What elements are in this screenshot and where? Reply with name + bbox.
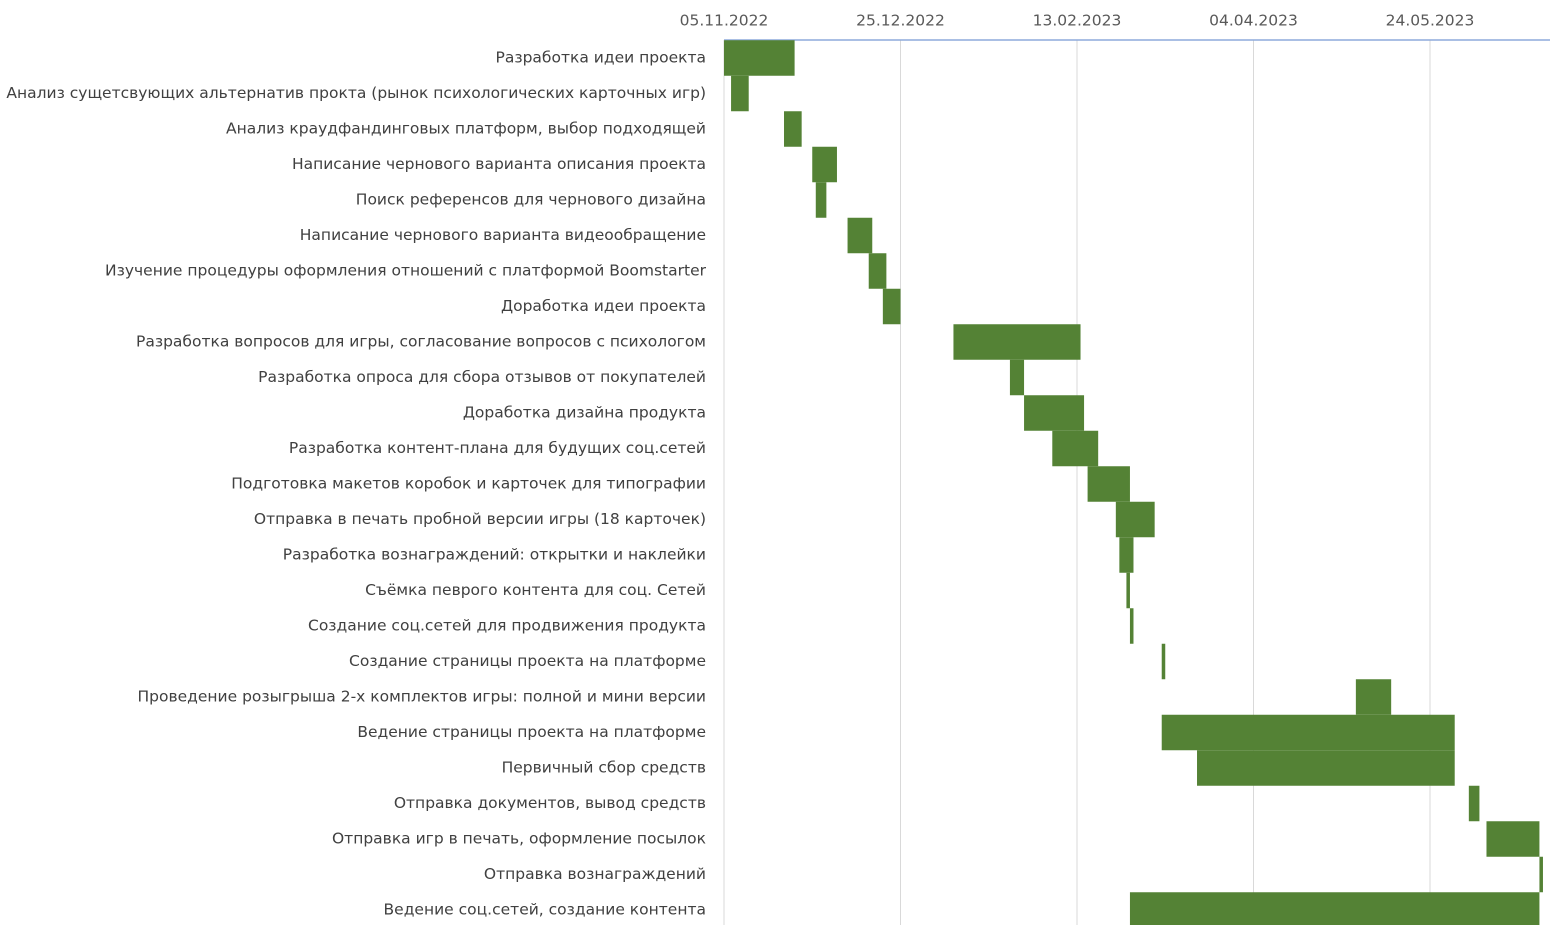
task-label: Проведение розыгрыша 2-х комплектов игры… xyxy=(138,688,706,706)
task-label: Доработка дизайна продукта xyxy=(463,404,706,422)
task-bar xyxy=(1126,572,1130,609)
task-label: Отправка документов, вывод средств xyxy=(394,794,706,812)
task-bar xyxy=(1539,856,1543,893)
task-label: Разработка идеи проекта xyxy=(496,49,707,67)
date-tick-label: 13.02.2023 xyxy=(1033,12,1122,30)
task-label: Написание чернового варианта описания пр… xyxy=(292,155,706,173)
task-bar xyxy=(1486,821,1540,857)
task-bar xyxy=(847,217,873,254)
task-label: Отправка игр в печать, оформление посыло… xyxy=(332,830,706,848)
task-bar xyxy=(1115,501,1155,538)
task-bar xyxy=(1468,785,1480,822)
task-bar xyxy=(1052,430,1099,467)
date-axis-ticks: 05.11.2022 25.12.2022 13.02.2023 04.04.2023… xyxy=(680,12,1475,30)
task-labels: Разработка идеи проекта Анализ сущетсвующ… xyxy=(6,49,706,919)
task-label: Первичный сбор средств xyxy=(502,759,706,777)
task-bar xyxy=(724,40,795,76)
task-bar xyxy=(731,75,749,112)
task-label: Создание страницы проекта на платформе xyxy=(349,652,706,670)
task-label: Разработка контент-плана для будущих соц… xyxy=(289,439,706,457)
task-label: Анализ сущетсвующих альтернатив прокта (… xyxy=(6,84,706,102)
task-bar xyxy=(1161,643,1166,680)
task-label: Разработка вознаграждений: открытки и на… xyxy=(283,546,706,564)
task-bar xyxy=(1119,537,1134,573)
date-tick-label: 24.05.2023 xyxy=(1386,12,1475,30)
gridlines xyxy=(900,40,1431,925)
task-bar xyxy=(953,324,1081,360)
task-label: Изучение процедуры оформления отношений … xyxy=(105,262,707,280)
task-label: Отправка вознаграждений xyxy=(484,865,706,883)
task-bar xyxy=(868,253,887,289)
task-bar xyxy=(1197,750,1455,786)
task-bar xyxy=(1355,679,1392,715)
task-label: Доработка идеи проекта xyxy=(501,297,706,315)
task-bar xyxy=(812,146,837,183)
task-label: Разработка вопросов для игры, согласован… xyxy=(136,333,706,351)
task-bar xyxy=(1129,892,1540,925)
date-tick-label: 25.12.2022 xyxy=(856,12,945,30)
task-label: Создание соц.сетей для продвижения проду… xyxy=(308,617,706,635)
task-bar xyxy=(1129,608,1134,644)
task-bar xyxy=(1161,714,1455,751)
date-tick-label: 05.11.2022 xyxy=(680,12,769,30)
task-label: Ведение соц.сетей, создание контента xyxy=(384,901,706,919)
task-label: Подготовка макетов коробок и карточек дл… xyxy=(231,475,706,493)
task-bar xyxy=(815,182,827,218)
task-bar xyxy=(1009,359,1025,396)
task-label: Съёмка певрого контента для соц. Сетей xyxy=(365,581,706,599)
date-tick-label: 04.04.2023 xyxy=(1209,12,1298,30)
task-bars xyxy=(724,40,1543,925)
task-label: Отправка в печать пробной версии игры (1… xyxy=(254,510,706,528)
task-label: Поиск референсов для чернового дизайна xyxy=(356,191,706,209)
task-bar xyxy=(1087,466,1130,502)
task-bar xyxy=(1024,395,1085,431)
task-label: Анализ краудфандинговых платформ, выбор … xyxy=(226,120,706,138)
task-label: Ведение страницы проекта на платформе xyxy=(357,723,706,741)
task-bar xyxy=(784,111,802,147)
task-label: Разработка опроса для сбора отзывов от п… xyxy=(258,368,706,386)
task-bar xyxy=(882,288,901,325)
task-label: Написание чернового варианта видеообраще… xyxy=(300,226,706,244)
